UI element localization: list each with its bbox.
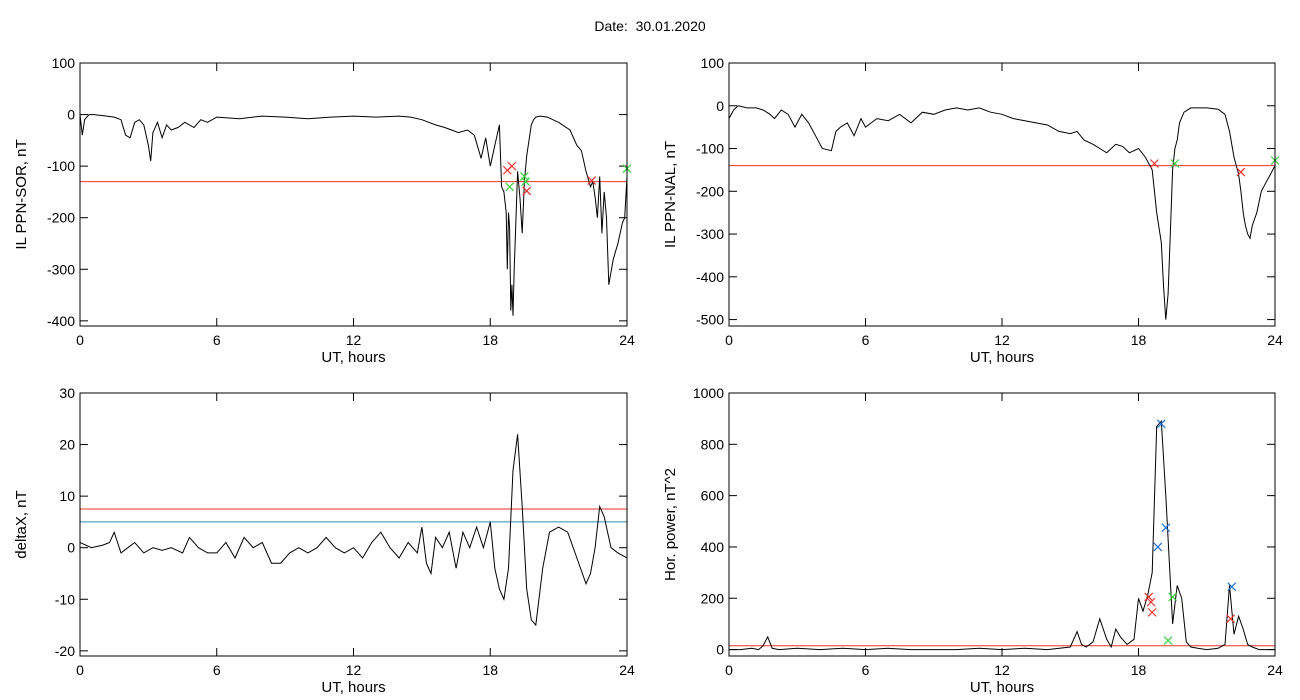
- chart-hor-power: 0 6 12 18 24 0 200 400 600 800 1000 UT, hours Hor. p…: [662, 385, 1283, 696]
- x-tick-label: 24: [1267, 662, 1283, 678]
- series-line: [729, 419, 1275, 651]
- y-tick-label: 30: [59, 385, 75, 401]
- event-marker: [1153, 542, 1163, 552]
- y-axis-label: IL PPN-SOR, nT: [13, 139, 30, 249]
- x-tick-label: 18: [1131, 332, 1147, 348]
- y-tick-label: 100: [701, 55, 725, 71]
- event-marker: [522, 186, 532, 196]
- x-tick-label: 12: [994, 662, 1010, 678]
- y-tick-label: -20: [55, 643, 75, 659]
- x-axis-label: UT, hours: [970, 349, 1034, 366]
- y-tick-label: -500: [696, 312, 724, 328]
- y-tick-label: 100: [52, 55, 76, 71]
- x-tick-label: 0: [76, 662, 84, 678]
- y-tick-label: -200: [47, 210, 75, 226]
- date-value: 30.01.2020: [635, 18, 706, 34]
- y-axis-label: deltaX, nT: [13, 490, 30, 558]
- event-marker: [1156, 419, 1166, 429]
- y-tick-label: 0: [716, 642, 724, 658]
- x-tick-label: 6: [862, 662, 870, 678]
- event-marker: [587, 176, 597, 186]
- series-line: [80, 114, 627, 316]
- y-tick-label: -400: [696, 269, 724, 285]
- plot-frame: [79, 392, 628, 657]
- x-tick-label: 6: [213, 662, 221, 678]
- series-line: [729, 105, 1275, 320]
- x-axis-label: UT, hours: [321, 679, 385, 696]
- y-tick-label: 0: [67, 540, 75, 556]
- event-marker: [1150, 159, 1159, 168]
- chart-deltax: 0 6 12 18 24 -20 -10 0 10 20 30 UT, hours deltaX, nT: [13, 385, 635, 696]
- x-tick-label: 12: [994, 332, 1010, 348]
- y-axis-label: Hor. power, nT^2: [662, 468, 679, 581]
- x-tick-label: 0: [725, 332, 733, 348]
- event-marker: [520, 172, 529, 181]
- event-marker: [1144, 592, 1154, 602]
- x-tick-label: 0: [76, 332, 84, 348]
- event-marker: [1227, 582, 1237, 592]
- event-marker: [507, 161, 517, 171]
- y-tick-label: 10: [59, 488, 75, 504]
- event-marker: [1226, 614, 1236, 624]
- plot-frame: [728, 392, 1276, 657]
- y-tick-label: 800: [701, 436, 725, 452]
- x-tick-label: 12: [346, 332, 362, 348]
- event-marker: [1163, 636, 1173, 646]
- event-marker: [1170, 159, 1180, 168]
- y-tick-label: 600: [701, 488, 725, 504]
- y-tick-label: 1000: [693, 385, 724, 401]
- x-tick-label: 18: [1131, 662, 1147, 678]
- date-title: Date: 30.01.2020: [0, 18, 1300, 34]
- x-tick-label: 6: [862, 332, 870, 348]
- x-axis-label: UT, hours: [321, 349, 385, 366]
- x-tick-label: 24: [619, 662, 635, 678]
- y-tick-label: -300: [47, 261, 75, 277]
- y-tick-label: -200: [696, 183, 724, 199]
- y-tick-label: -400: [47, 313, 75, 329]
- series-line: [80, 434, 627, 627]
- event-marker: [505, 182, 515, 192]
- event-marker: [1168, 592, 1178, 602]
- x-tick-label: 0: [725, 662, 733, 678]
- y-tick-label: 20: [59, 437, 75, 453]
- x-tick-label: 12: [346, 662, 362, 678]
- x-tick-label: 24: [619, 332, 635, 348]
- event-marker: [1147, 607, 1157, 617]
- x-axis-label: UT, hours: [970, 679, 1034, 696]
- x-tick-label: 6: [213, 332, 221, 348]
- y-tick-label: -10: [55, 591, 75, 607]
- y-tick-label: 200: [701, 590, 725, 606]
- plot-frame: [79, 62, 628, 327]
- y-tick-label: -100: [47, 158, 75, 174]
- event-marker: [521, 177, 531, 187]
- chart-il-nal: 0 6 12 18 24 -500 -400 -300 -200 -100 0 100 UT, hour…: [662, 55, 1283, 366]
- event-marker: [1161, 523, 1171, 533]
- date-label: Date:: [594, 18, 628, 34]
- y-tick-label: 0: [716, 98, 724, 114]
- y-axis-label: IL PPN-NAL, nT: [662, 141, 679, 248]
- plot-frame: [728, 62, 1276, 327]
- x-tick-label: 24: [1267, 332, 1283, 348]
- x-tick-label: 18: [482, 662, 498, 678]
- y-tick-label: 0: [67, 107, 75, 123]
- y-tick-label: -300: [696, 226, 724, 242]
- y-tick-label: 400: [701, 539, 725, 555]
- chart-il-sor: 0 6 12 18 24 -400 -300 -200 -100 0 100 UT, hours IL …: [13, 55, 635, 366]
- x-tick-label: 18: [482, 332, 498, 348]
- event-marker: [1236, 167, 1246, 177]
- event-marker: [1146, 597, 1156, 607]
- y-tick-label: -100: [696, 141, 724, 157]
